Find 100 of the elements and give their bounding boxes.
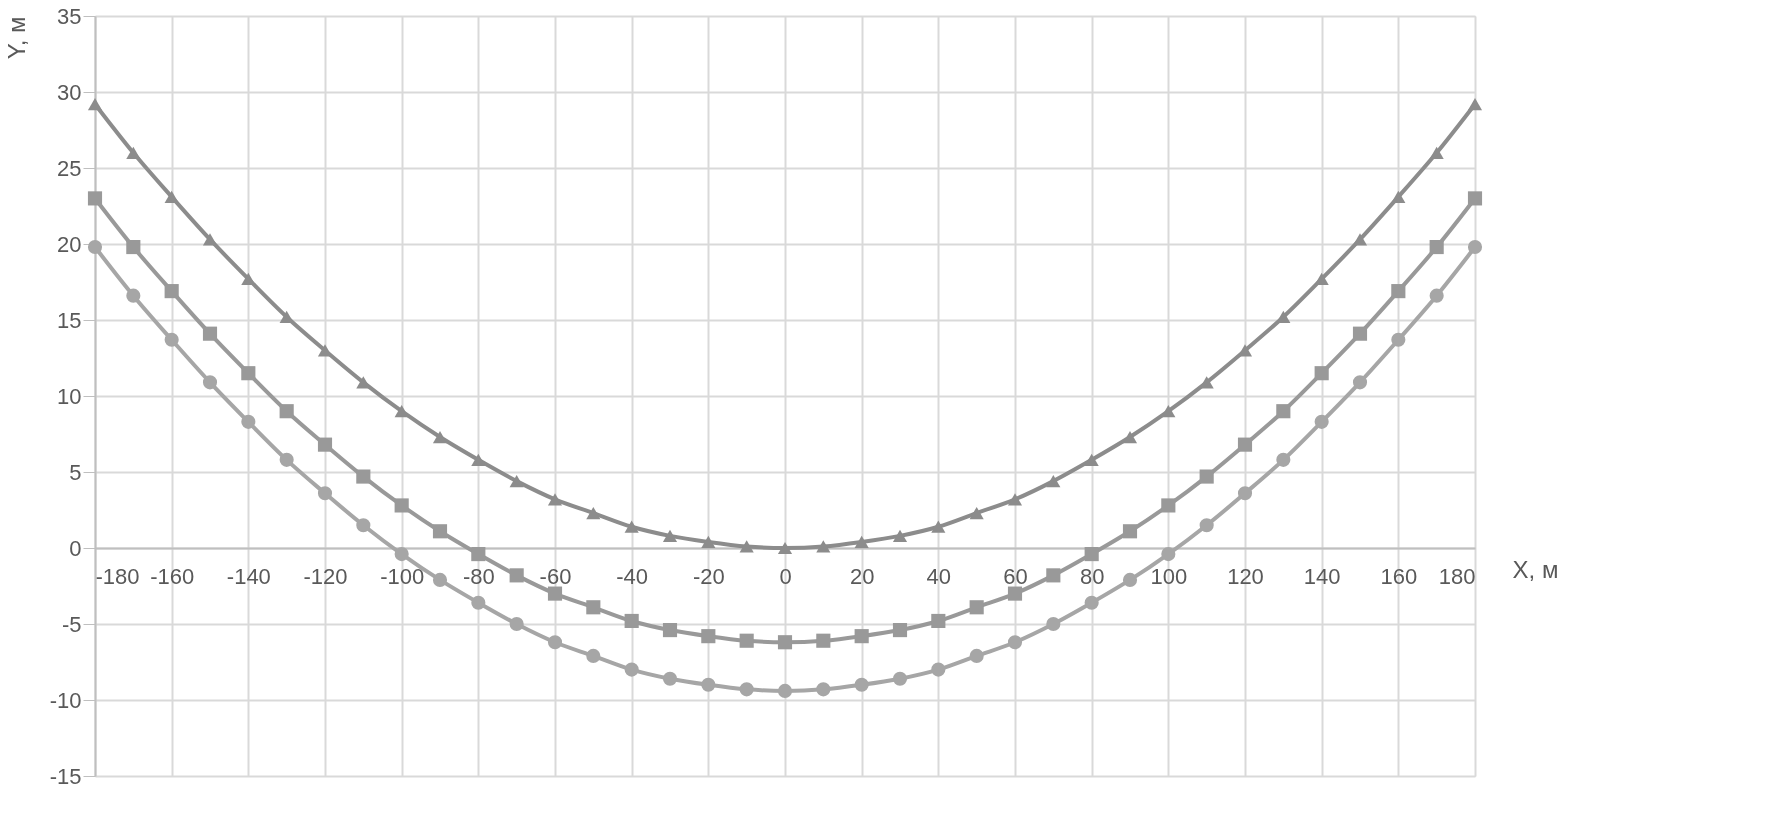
point [969, 600, 984, 615]
point [931, 613, 946, 629]
point [1429, 239, 1444, 255]
point [279, 404, 294, 419]
point [586, 506, 601, 520]
point [164, 284, 179, 299]
x-tick-label: 20 [849, 563, 875, 589]
point [1467, 239, 1483, 255]
point [1314, 366, 1329, 381]
point [816, 633, 831, 648]
point [777, 635, 793, 650]
x-tick-label: -180 [95, 563, 140, 589]
point [1199, 469, 1214, 484]
point [1352, 233, 1368, 246]
point [1352, 326, 1368, 341]
point [624, 520, 639, 533]
y-tick-label: 15 [57, 307, 82, 333]
point [1122, 524, 1138, 539]
x-tick-label: -120 [303, 563, 348, 589]
x-tick-label: 60 [1003, 563, 1028, 589]
point [1429, 146, 1444, 159]
point [471, 547, 486, 562]
point [1391, 332, 1406, 347]
point [471, 595, 486, 610]
point [356, 469, 371, 484]
point [394, 405, 409, 418]
point [1046, 475, 1061, 488]
point [854, 677, 869, 692]
x-tick-label: -100 [380, 563, 425, 589]
point [1276, 404, 1291, 419]
point [356, 518, 371, 533]
point [1122, 430, 1138, 444]
point [87, 191, 103, 206]
point [509, 616, 524, 632]
point [1199, 518, 1214, 533]
x-tick-label: 180 [1438, 563, 1476, 589]
point [356, 376, 371, 389]
point [394, 547, 409, 562]
point [586, 648, 601, 663]
point [1314, 272, 1329, 286]
point [777, 541, 793, 555]
point [126, 288, 141, 303]
point [739, 682, 754, 697]
point [892, 623, 908, 638]
point [1007, 586, 1023, 601]
x-axis-title: X, м [1512, 555, 1559, 583]
point [1161, 547, 1176, 562]
point [1199, 376, 1214, 389]
y-tick-label: -10 [49, 687, 82, 713]
point [1007, 493, 1023, 506]
point [816, 540, 831, 553]
point [394, 498, 409, 513]
point [701, 677, 716, 692]
x-tick-label: 120 [1227, 563, 1264, 589]
point [1237, 437, 1253, 452]
point [164, 190, 179, 203]
point [969, 506, 984, 520]
point [931, 662, 946, 677]
point [1352, 375, 1368, 390]
point [854, 535, 869, 549]
point [1046, 616, 1061, 632]
point [509, 475, 524, 488]
y-axis-title: Y, м [2, 16, 30, 60]
point [1161, 498, 1176, 513]
point [701, 535, 716, 549]
point [1161, 405, 1176, 418]
point [509, 568, 524, 583]
point [586, 600, 601, 615]
point [662, 671, 678, 686]
point [1007, 635, 1023, 650]
point [854, 629, 869, 644]
point [1314, 414, 1329, 429]
point [1276, 310, 1291, 324]
point [1122, 572, 1138, 587]
point [1276, 452, 1291, 467]
point [87, 98, 103, 111]
point [164, 332, 179, 347]
point [1391, 284, 1406, 299]
point [241, 272, 256, 286]
point [547, 635, 563, 650]
y-tick-label: 10 [57, 383, 82, 409]
x-tick-label: -140 [226, 563, 271, 589]
x-tick-label: 0 [779, 563, 792, 589]
point [317, 437, 333, 452]
point [126, 239, 141, 255]
point [202, 233, 218, 246]
y-tick-label: 25 [57, 155, 82, 181]
point [1391, 190, 1406, 203]
y-tick-label: 35 [57, 3, 82, 29]
point [969, 648, 984, 663]
point [432, 572, 448, 587]
y-tick-label: 5 [69, 459, 82, 485]
point [1084, 547, 1099, 562]
point [202, 375, 218, 390]
point [432, 524, 448, 539]
y-tick-label: -5 [61, 611, 82, 637]
point [547, 586, 563, 601]
point [701, 629, 716, 644]
y-tick-label: 30 [57, 79, 82, 105]
point [279, 452, 294, 467]
